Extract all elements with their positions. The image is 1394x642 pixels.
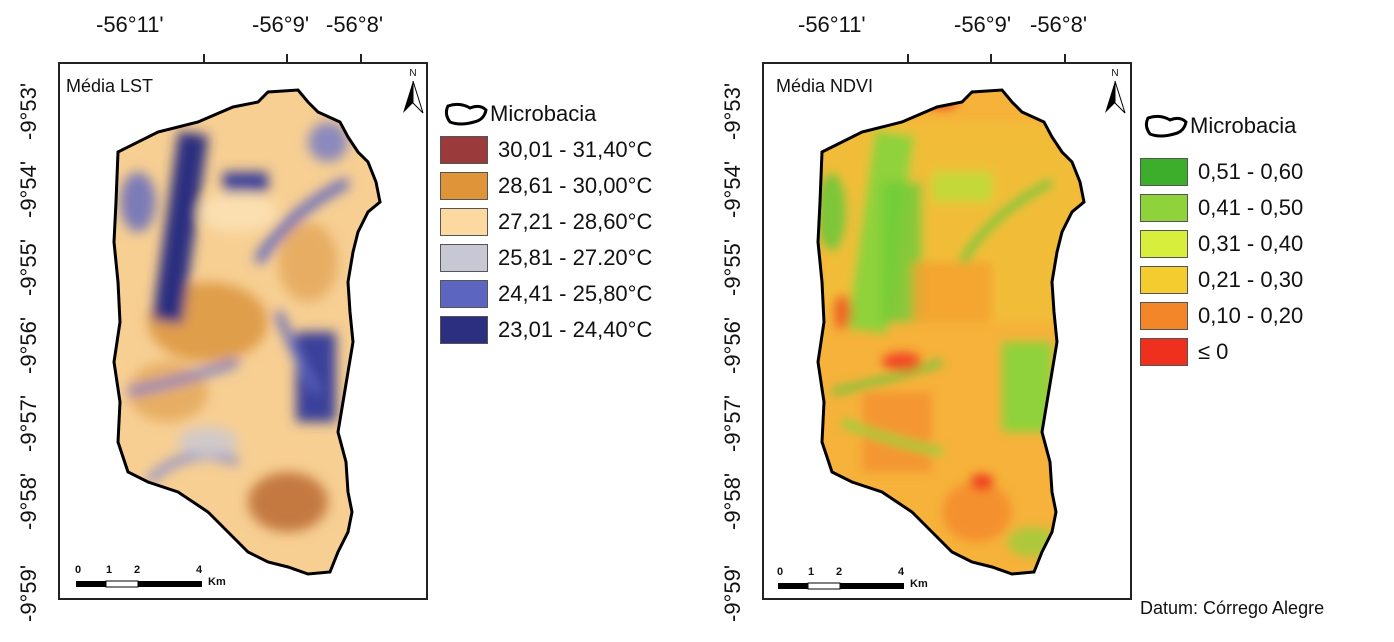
legend-item: 23,01 - 24,40°C bbox=[440, 312, 652, 348]
scale-bar: 0 1 2 4 Km bbox=[72, 564, 252, 604]
scale-label: 0 bbox=[75, 564, 82, 576]
legend-item: 0,10 - 0,20 bbox=[1140, 298, 1303, 334]
scale-label: 0 bbox=[777, 566, 784, 578]
legend-swatch bbox=[1140, 338, 1188, 366]
scale-bar: 0 1 2 4 Km bbox=[774, 566, 954, 606]
lon-label: -56°11' bbox=[798, 12, 866, 37]
tick bbox=[360, 54, 362, 62]
legend-item: 30,01 - 31,40°C bbox=[440, 132, 652, 168]
map-title: Média LST bbox=[66, 76, 154, 96]
legend-label: 23,01 - 24,40°C bbox=[498, 317, 653, 342]
scale-label: 1 bbox=[808, 566, 815, 578]
legend-label: ≤ 0 bbox=[1198, 339, 1229, 364]
legend-label: 0,51 - 0,60 bbox=[1198, 159, 1304, 184]
lon-label: -56°8' bbox=[326, 12, 384, 37]
legend-item: 28,61 - 30,00°C bbox=[440, 168, 652, 204]
legend-label: 24,41 - 25,80°C bbox=[498, 281, 653, 306]
legend-label: 0,41 - 0,50 bbox=[1198, 195, 1304, 220]
legend-swatch bbox=[1140, 230, 1188, 258]
north-label: N bbox=[409, 68, 417, 79]
legend-title-row: Microbacia bbox=[1140, 108, 1303, 144]
watershed-outline-icon bbox=[1144, 114, 1188, 138]
north-arrow-icon: N bbox=[1100, 68, 1130, 118]
legend-swatch bbox=[440, 316, 488, 344]
legend-item: 25,81 - 27.20°C bbox=[440, 240, 652, 276]
legend-swatch bbox=[1140, 194, 1188, 222]
lat-label: -9°59' bbox=[720, 564, 745, 622]
tick bbox=[203, 54, 205, 62]
lat-label: -9°54' bbox=[720, 160, 745, 218]
legend: Microbacia 0,51 - 0,60 0,41 - 0,50 0,31 … bbox=[1140, 108, 1303, 370]
legend-swatch bbox=[1140, 266, 1188, 294]
lat-label: -9°58' bbox=[720, 472, 745, 530]
legend-label: 28,61 - 30,00°C bbox=[498, 173, 653, 198]
lon-label: -56°9' bbox=[954, 12, 1012, 37]
legend-item: ≤ 0 bbox=[1140, 334, 1303, 370]
legend-label: 30,01 - 31,40°C bbox=[498, 137, 653, 162]
lat-label: -9°55' bbox=[720, 238, 745, 296]
legend-title: Microbacia bbox=[490, 101, 597, 126]
legend-swatch bbox=[440, 136, 488, 164]
legend-label: 0,21 - 0,30 bbox=[1198, 267, 1304, 292]
lon-label: -56°9' bbox=[252, 12, 310, 37]
legend-swatch bbox=[1140, 158, 1188, 186]
legend-swatch bbox=[440, 172, 488, 200]
legend-swatch bbox=[440, 208, 488, 236]
legend-item: 0,51 - 0,60 bbox=[1140, 154, 1303, 190]
legend-item: 0,21 - 0,30 bbox=[1140, 262, 1303, 298]
legend-title: Microbacia bbox=[1190, 113, 1297, 138]
lat-label: -9°56' bbox=[720, 316, 745, 374]
scale-unit: Km bbox=[910, 578, 928, 590]
legend-item: 24,41 - 25,80°C bbox=[440, 276, 652, 312]
scale-label: 1 bbox=[106, 564, 113, 576]
tick bbox=[1064, 54, 1066, 62]
watershed-outline-icon bbox=[444, 102, 488, 126]
legend-swatch bbox=[440, 280, 488, 308]
legend-label: 0,10 - 0,20 bbox=[1198, 303, 1304, 328]
ndvi-raster-map bbox=[816, 88, 1086, 576]
legend-title-row: Microbacia bbox=[440, 96, 652, 132]
legend-swatch bbox=[440, 244, 488, 272]
map-title: Média NDVI bbox=[776, 76, 874, 96]
north-label: N bbox=[1111, 68, 1119, 79]
lon-label: -56°8' bbox=[1030, 12, 1088, 37]
datum-label: Datum: Córrego Alegre bbox=[1140, 598, 1325, 618]
tick bbox=[286, 54, 288, 62]
legend-label: 25,81 - 27.20°C bbox=[498, 245, 653, 270]
lon-label: -56°11' bbox=[96, 12, 164, 37]
lat-label: -9°53' bbox=[720, 82, 745, 140]
tick bbox=[907, 54, 909, 62]
scale-label: 4 bbox=[196, 564, 203, 576]
legend-label: 27,21 - 28,60°C bbox=[498, 209, 653, 234]
tick bbox=[990, 54, 992, 62]
north-arrow-icon: N bbox=[398, 68, 428, 118]
lat-label: -9°57' bbox=[720, 394, 745, 452]
legend-item: 0,41 - 0,50 bbox=[1140, 190, 1303, 226]
scale-unit: Km bbox=[208, 576, 226, 588]
legend-label: 0,31 - 0,40 bbox=[1198, 231, 1304, 256]
legend: Microbacia 30,01 - 31,40°C 28,61 - 30,00… bbox=[440, 96, 652, 348]
scale-label: 4 bbox=[898, 566, 905, 578]
legend-swatch bbox=[1140, 302, 1188, 330]
legend-item: 0,31 - 0,40 bbox=[1140, 226, 1303, 262]
lst-raster-map bbox=[112, 88, 382, 576]
scale-label: 2 bbox=[836, 566, 843, 578]
scale-label: 2 bbox=[134, 564, 141, 576]
legend-item: 27,21 - 28,60°C bbox=[440, 204, 652, 240]
